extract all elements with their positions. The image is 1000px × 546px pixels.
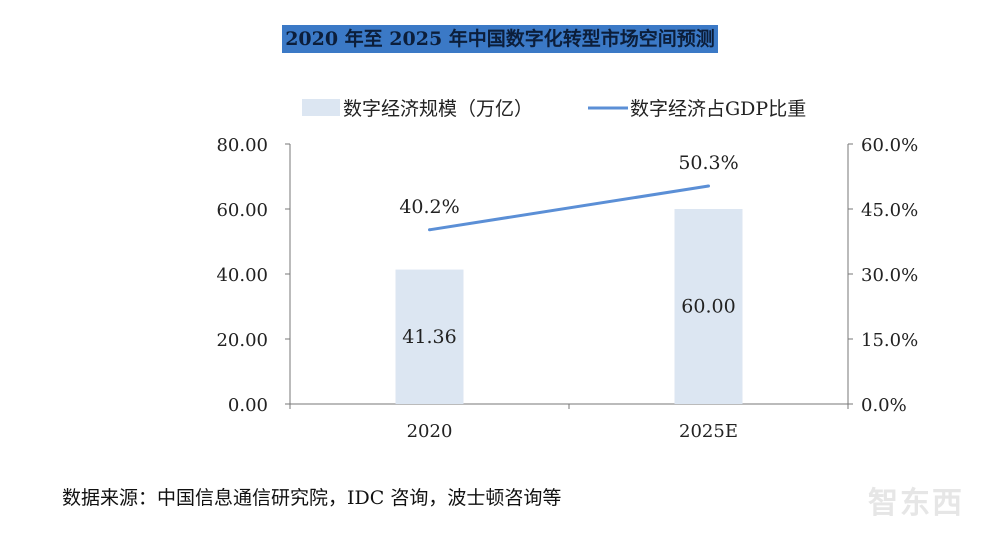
y-left-tick-label: 40.00 [216,265,268,286]
x-tick-label: 2025E [679,421,738,442]
y-left-tick-label: 0.00 [228,395,268,416]
y-left-tick-label: 20.00 [216,330,268,351]
line-data-label: 40.2% [399,196,459,218]
line-path [429,184,709,232]
bar-data-label: 60.00 [681,296,735,318]
line-point [707,184,710,188]
y-right-tick-label: 0.0% [861,395,907,416]
line-point [428,228,431,232]
y-left-tick-label: 60.00 [216,200,268,221]
line-data-label: 50.3% [678,152,738,174]
watermark-logo: 智东西 [868,486,964,521]
y-right-tick-label: 30.0% [861,265,918,286]
legend-bar-swatch [302,99,340,116]
legend-bar-label: 数字经济规模（万亿） [343,98,533,120]
bar [674,209,743,404]
y-right-tick-label: 60.0% [861,135,918,156]
chart-title: 2020 年至 2025 年中国数字化转型市场空间预测 [282,25,718,53]
legend-line-label: 数字经济占GDP比重 [630,98,806,120]
axes: 0.00 20.00 40.00 60.00 80.00 0.0% 15.0% 30.0% 45… [216,135,918,442]
x-tick-label: 2020 [407,421,453,442]
y-right-tick-label: 15.0% [861,330,918,351]
line-series: 40.2% 50.3% [399,152,739,232]
bars: 41.36 60.00 [395,209,743,404]
bar [395,269,464,404]
legend: 数字经济规模（万亿） 数字经济占GDP比重 [302,98,806,120]
source-note: 数据来源：中国信息通信研究院，IDC 咨询，波士顿咨询等 [62,487,562,509]
bar-data-label: 41.36 [402,326,456,348]
y-right-tick-label: 45.0% [861,200,918,221]
chart-title-wrap: 2020 年至 2025 年中国数字化转型市场空间预测 [0,25,1000,53]
y-left-tick-label: 80.00 [216,135,268,156]
